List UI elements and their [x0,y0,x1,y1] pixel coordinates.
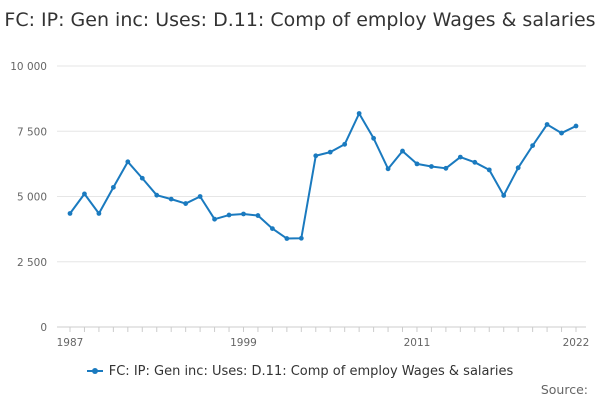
legend-line-marker-icon [86,367,103,374]
series-line [69,112,577,240]
x-tick-label: 1987 [57,337,84,349]
data-point [284,236,290,241]
data-point [429,164,434,169]
data-point [559,130,564,136]
data-point [414,161,420,167]
data-point [255,213,261,218]
y-tick-label: 2 500 [17,257,47,269]
data-point [443,165,449,171]
data-point [226,212,232,218]
y-tick-label: 7 500 [17,126,47,138]
data-point [313,153,319,159]
data-point [501,193,507,198]
data-point [486,167,492,173]
data-point [154,192,160,198]
data-point [168,196,174,202]
data-point [183,201,189,206]
data-point [327,149,333,155]
data-point [385,166,391,172]
data-point [212,216,217,222]
y-tick-label: 0 [40,322,47,334]
data-point [298,235,304,241]
chart-title: FC: IP: Gen inc: Uses: D.11: Comp of emp… [4,9,596,31]
data-point [544,122,550,127]
x-tick-label: 2011 [404,337,431,349]
data-point [472,159,478,165]
data-point [110,184,116,190]
data-point [67,211,73,216]
data-point [457,154,463,160]
data-point [342,141,348,147]
x-tick-label: 2022 [563,337,590,349]
data-point [400,148,405,154]
data-point [96,211,102,216]
data-point [515,165,521,171]
data-point [356,111,362,116]
legend-label: FC: IP: Gen inc: Uses: D.11: Comp of emp… [108,364,514,379]
source-label: Source: [540,382,588,397]
data-point [573,123,579,129]
data-point [125,159,131,165]
data-point [82,191,87,197]
y-tick-label: 5 000 [17,192,47,204]
data-point [371,135,376,141]
data-point [270,226,275,232]
data-point [197,194,203,199]
data-point [139,175,145,181]
x-tick-label: 1999 [230,337,257,349]
y-tick-label: 10 000 [10,61,47,73]
data-point [530,143,536,149]
data-point [241,211,246,217]
legend[interactable]: FC: IP: Gen inc: Uses: D.11: Comp of emp… [0,364,600,379]
